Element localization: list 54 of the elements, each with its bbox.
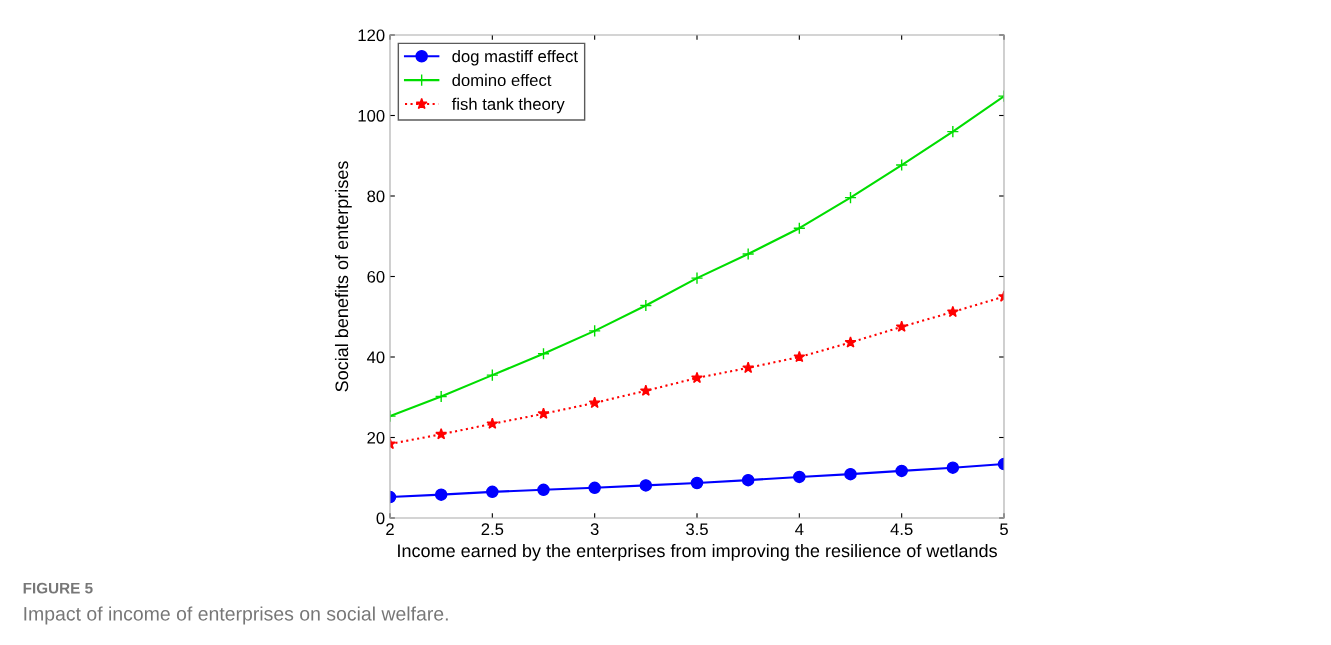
x-tick-label: 4 (795, 523, 804, 535)
x-tick-label: 3 (590, 523, 599, 536)
x-axis-title: Income earned by the enterprises from improving the resilience of wetlands (398, 543, 997, 561)
point (588, 481, 601, 495)
y-tick-label: 20 (367, 431, 385, 444)
point (435, 428, 448, 440)
point (741, 473, 755, 487)
point (537, 407, 550, 419)
x-tick-label: 5 (1000, 523, 1008, 536)
point (588, 396, 601, 409)
point (741, 247, 755, 261)
y-tick-label: 80 (367, 190, 385, 203)
point (639, 299, 653, 312)
point (588, 324, 601, 338)
point (434, 390, 448, 403)
y-tick-label: 0 (376, 512, 385, 525)
legend-label: fish tank theory (451, 97, 565, 114)
point (434, 488, 448, 501)
caption: FIGURE 5 (23, 582, 93, 594)
point (844, 191, 857, 204)
point (844, 467, 857, 481)
point (946, 125, 960, 138)
point (742, 361, 755, 374)
point (793, 470, 806, 484)
point (537, 347, 550, 361)
point (690, 271, 704, 285)
point (486, 368, 499, 382)
point (690, 476, 704, 490)
x-tick-label: 2 (386, 523, 394, 535)
x-tick-label: 4.5 (890, 523, 913, 536)
point (486, 485, 499, 499)
x-tick-label: 2.5 (481, 523, 504, 536)
y-tick-label: 60 (367, 270, 385, 283)
point (691, 371, 703, 384)
y-tick-label: 100 (358, 109, 385, 122)
point (844, 336, 857, 348)
point (895, 464, 908, 478)
point (946, 461, 960, 474)
point (895, 158, 908, 172)
point (793, 350, 806, 363)
point (639, 384, 652, 396)
point (486, 417, 499, 430)
point (793, 221, 806, 235)
y-tick-label: 120 (358, 29, 385, 42)
point (639, 479, 653, 492)
legend-label: dog mastiff effect (452, 50, 578, 66)
y-tick-label: 40 (366, 351, 385, 364)
x-tick-label: 3.5 (686, 523, 708, 536)
legend-label: domino effect (452, 73, 552, 87)
y-axis-title: Social benefits of enterprises (334, 161, 352, 392)
point (946, 305, 959, 318)
point (537, 483, 550, 497)
point (895, 320, 908, 333)
text: Impact of income of enterprises on social welfare. (24, 606, 448, 625)
